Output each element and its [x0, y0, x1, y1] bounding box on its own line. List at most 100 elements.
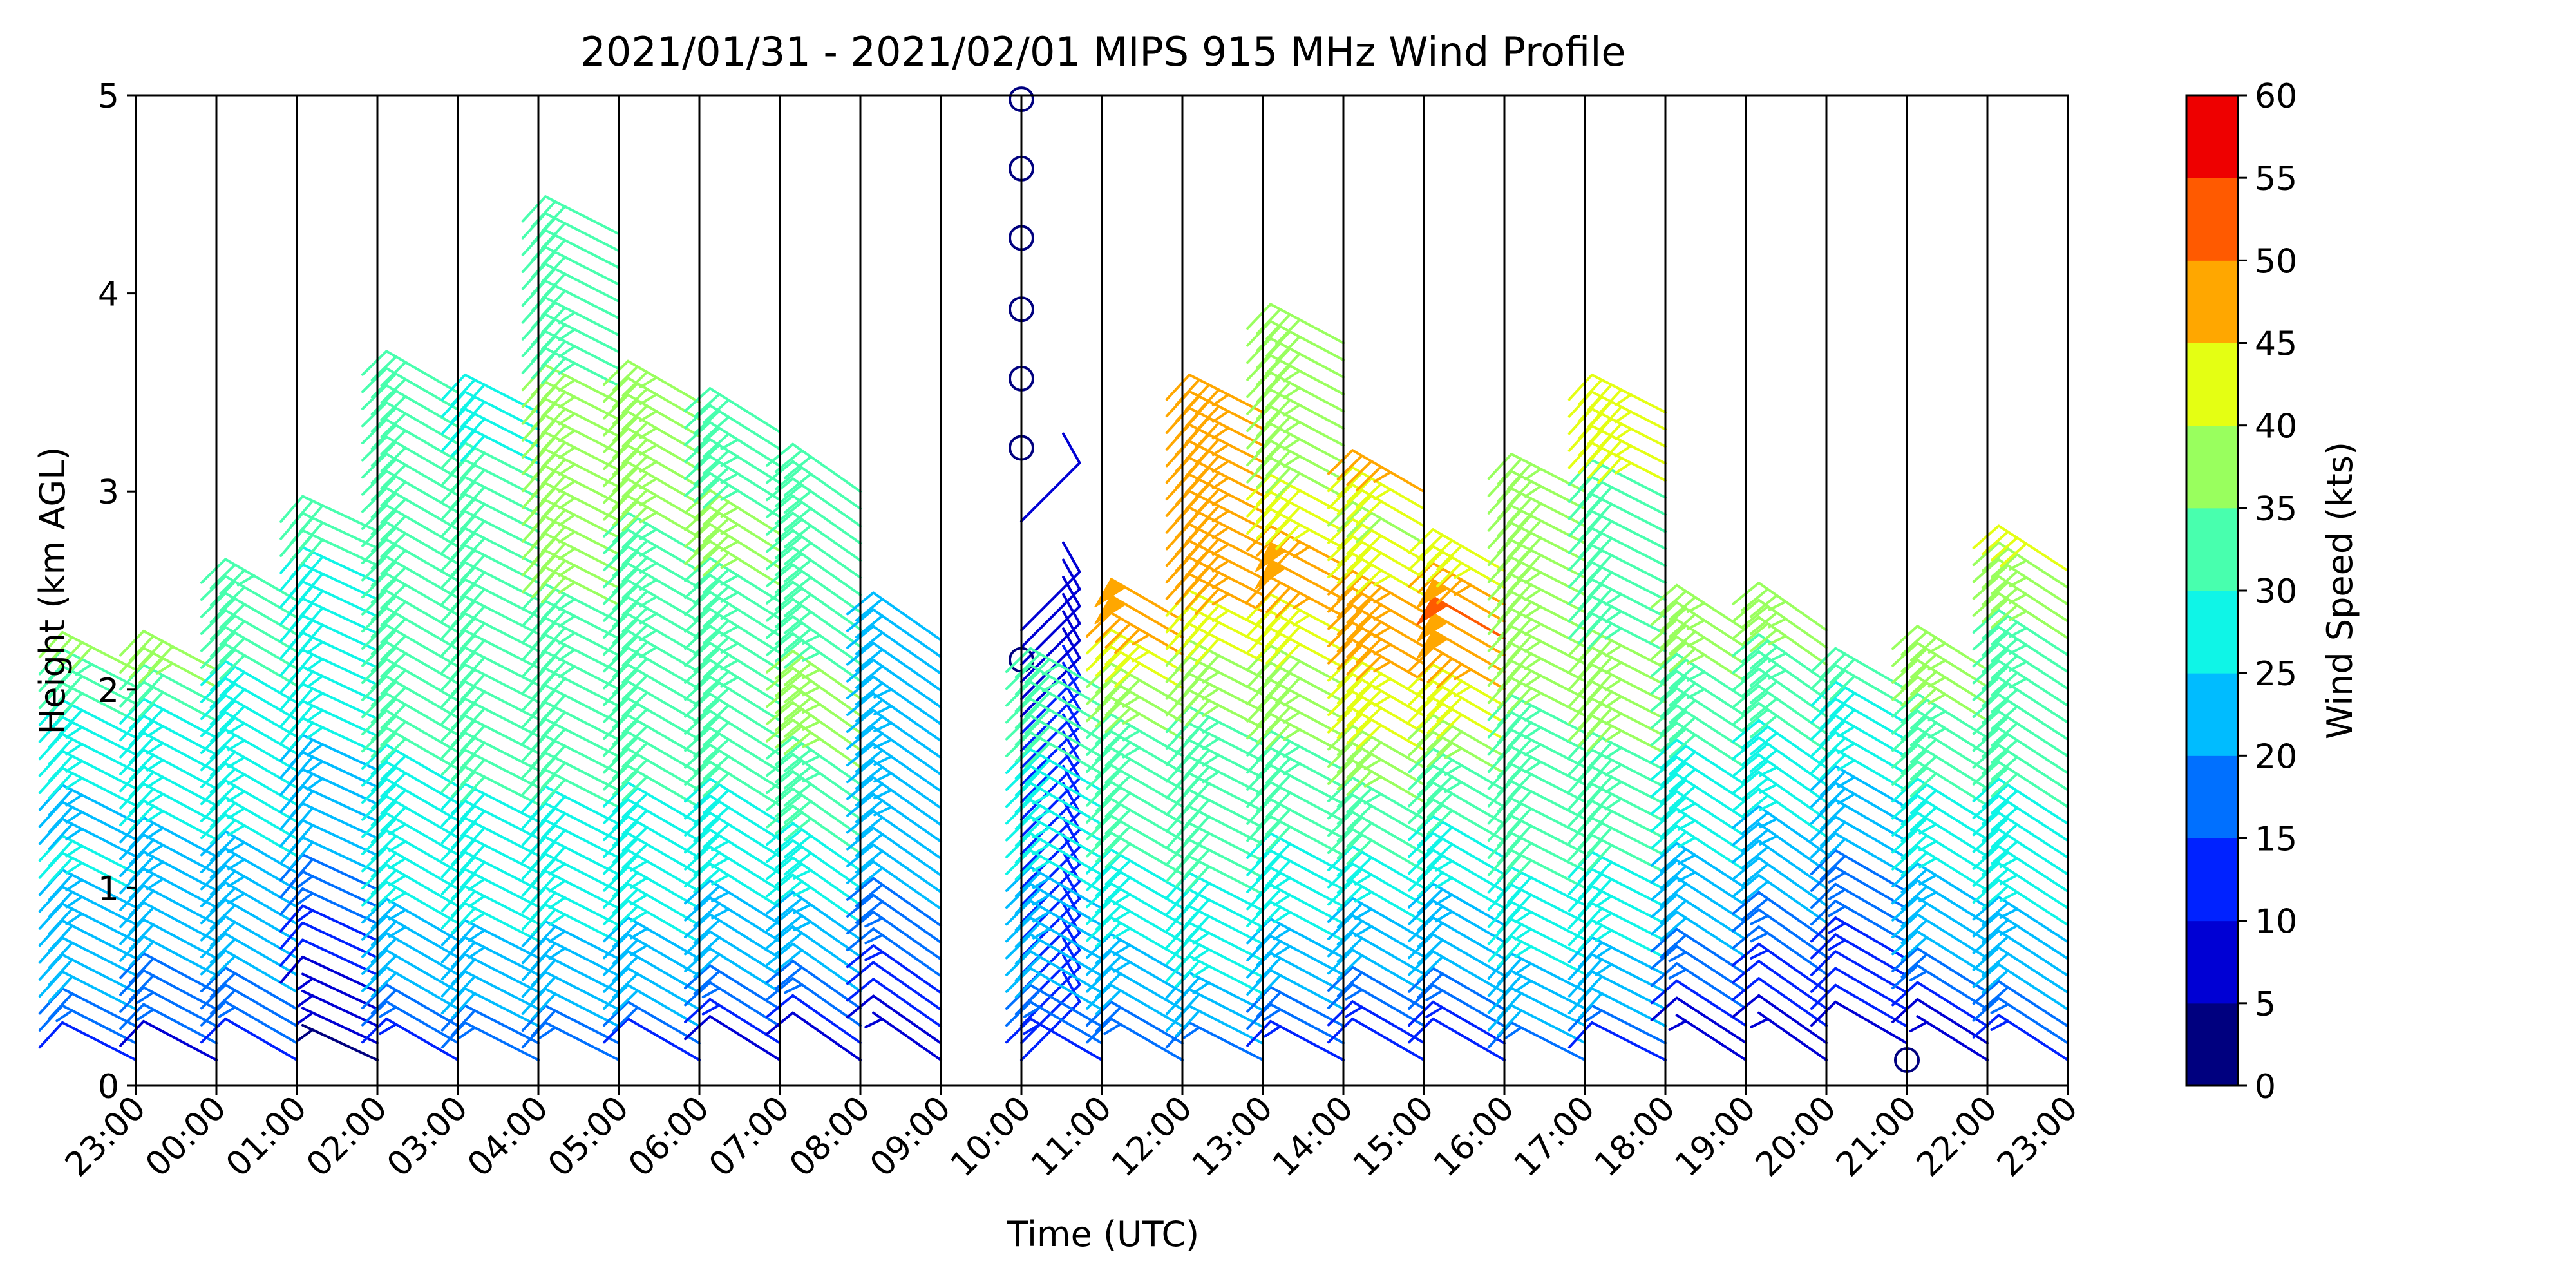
barb-feather — [1891, 709, 1919, 735]
barb-feather — [621, 640, 649, 667]
barb-feather — [1507, 497, 1533, 525]
barb-feather — [548, 879, 567, 893]
barb-feather — [370, 355, 397, 382]
barb-feather — [1275, 659, 1302, 687]
barb-feather — [1918, 857, 1938, 869]
barb-feather — [684, 591, 712, 616]
barb-feather — [460, 707, 486, 735]
wind-barb — [603, 460, 701, 505]
barb-feather — [603, 579, 630, 605]
wind-barb — [1972, 997, 2069, 1045]
barb-feather — [1972, 642, 2000, 668]
barb-feather — [783, 524, 812, 549]
barb-feather — [209, 887, 236, 913]
barb-feather — [209, 904, 236, 930]
barb-staff — [708, 421, 781, 468]
barb-feather — [1014, 871, 1041, 898]
barb-staff — [627, 359, 701, 404]
barb-feather — [1282, 694, 1302, 707]
barb-feather — [1417, 567, 1444, 594]
barb-feather — [1436, 713, 1463, 740]
barb-feather — [1891, 794, 1919, 820]
barb-feather — [1354, 925, 1373, 938]
wind-barb — [684, 709, 781, 756]
barb-feather — [612, 415, 639, 442]
barb-staff — [1675, 911, 1747, 958]
wind-barb — [200, 626, 298, 670]
barb-feather — [209, 784, 236, 811]
barb-feather — [1032, 792, 1051, 805]
barb-feather — [1828, 888, 1846, 900]
barb-feather — [1014, 905, 1041, 931]
barb-feather — [138, 639, 165, 667]
barb-feather — [1514, 945, 1533, 958]
barb-feather — [1810, 748, 1837, 774]
wind-barb — [200, 847, 298, 891]
barb-feather — [1014, 972, 1041, 999]
barb-feather — [1195, 538, 1220, 565]
barb-feather — [361, 966, 388, 992]
barb-staff — [627, 612, 701, 657]
barb-feather — [612, 753, 639, 779]
barb-feather — [612, 922, 639, 948]
barb-feather — [1356, 603, 1383, 630]
barb-feather — [1819, 837, 1846, 864]
barb-feather — [1265, 586, 1292, 614]
barb-feather — [1282, 386, 1302, 399]
barb-staff — [1029, 748, 1103, 792]
barb-feather — [1749, 663, 1778, 687]
barb-staff — [1675, 704, 1747, 752]
barb-staff — [1510, 487, 1586, 527]
barb-column — [1972, 524, 2069, 1062]
barb-feather — [1005, 714, 1032, 741]
barb-feather — [200, 932, 227, 959]
barb-feather — [783, 800, 812, 824]
barb-feather — [1104, 673, 1132, 699]
barb-feather — [1972, 676, 2000, 701]
barb-feather — [1327, 638, 1354, 665]
barb-feather — [1837, 759, 1856, 772]
barb-feather — [1275, 609, 1302, 636]
barb-staff — [544, 498, 620, 539]
barb-feather — [1436, 544, 1463, 571]
barb-feather — [1346, 563, 1373, 590]
wind-barb — [361, 897, 459, 942]
barb-feather — [603, 545, 630, 572]
barb-staff — [1269, 319, 1345, 362]
barb-staff — [544, 583, 620, 623]
barb-feather — [65, 844, 84, 858]
barb-staff — [142, 1019, 218, 1062]
barb-feather — [720, 659, 739, 671]
barb-feather — [1810, 815, 1837, 842]
barb-feather — [1810, 799, 1837, 825]
barb-feather — [684, 641, 712, 667]
barb-staff — [627, 427, 701, 471]
barb-feather — [1891, 981, 1919, 1007]
barb-staff — [1675, 755, 1747, 804]
barb-staff — [1432, 933, 1506, 978]
barb-feather — [1356, 465, 1383, 492]
barb-feather — [370, 697, 397, 724]
barb-feather — [541, 592, 567, 620]
barb-staff — [708, 760, 781, 807]
barb-feather — [639, 444, 658, 456]
barb-feather — [279, 921, 304, 950]
barb-feather — [1587, 741, 1613, 769]
barb-staff — [1029, 916, 1103, 961]
barb-staff — [1757, 582, 1828, 632]
barb-staff — [463, 629, 540, 670]
barb-feather — [306, 708, 324, 723]
barb-staff — [1269, 303, 1345, 345]
barb-feather — [1810, 731, 1837, 757]
barb-feather — [612, 854, 639, 880]
barb-feather — [1336, 730, 1363, 757]
barb-feather — [1086, 645, 1113, 672]
barb-feather — [1810, 983, 1837, 1010]
barb-feather — [1195, 604, 1220, 632]
barb-feather — [783, 834, 812, 858]
barb-staff — [1510, 866, 1586, 907]
barb-feather — [783, 765, 812, 790]
wind-barb — [200, 574, 298, 619]
barb-feather — [793, 920, 812, 932]
wind-barb — [1086, 746, 1184, 791]
